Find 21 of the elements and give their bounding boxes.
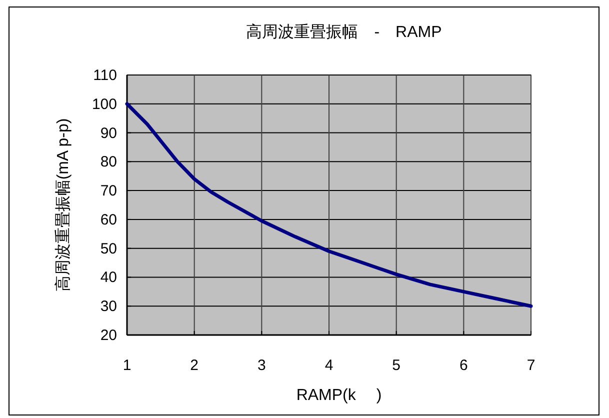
y-tick-label: 100	[92, 96, 117, 113]
y-axis-title: 高周波重畳振幅(mA p-p)	[54, 118, 72, 292]
x-tick-label: 5	[392, 357, 401, 374]
x-tick-label: 2	[190, 357, 199, 374]
y-tick-label: 90	[100, 124, 117, 142]
y-tick-label: 80	[100, 154, 117, 171]
x-tick-label: 3	[257, 357, 266, 374]
x-tick-label: 7	[526, 357, 536, 374]
y-tick-label: 70	[100, 182, 117, 200]
y-tick-label: 30	[100, 298, 117, 316]
x-tick-label: 6	[459, 357, 468, 374]
line-series	[125, 102, 533, 308]
y-tick-label: 40	[100, 269, 117, 286]
x-tick-label: 1	[122, 357, 132, 374]
x-axis-title: RAMP(k )	[296, 387, 382, 404]
y-tick-label: 50	[100, 240, 117, 258]
y-tick-label: 60	[100, 211, 117, 228]
y-tick-label: 20	[100, 327, 117, 344]
y-tick-label: 110	[93, 67, 117, 84]
chart-title: 高周波重畳振幅 - RAMP	[246, 23, 442, 41]
x-tick-label: 4	[324, 357, 334, 374]
